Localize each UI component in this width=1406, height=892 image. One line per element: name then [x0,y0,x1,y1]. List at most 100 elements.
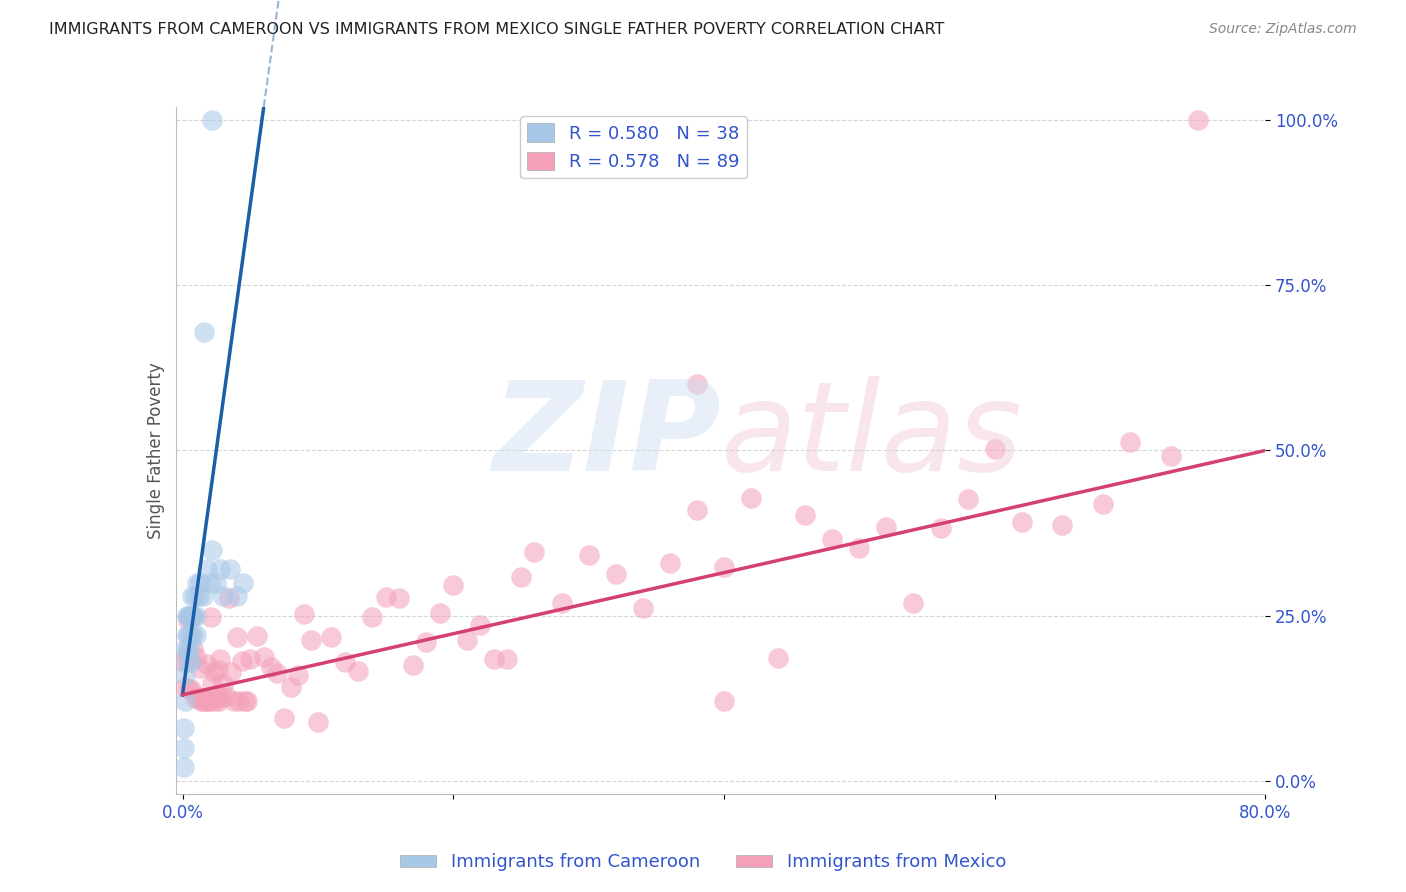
Point [231,654,253,668]
Point [266,666,288,681]
Point [1091,497,1114,511]
Point [482,651,505,665]
Point [183,690,205,705]
Point [184,650,207,665]
Point [190,694,212,708]
Point [181,610,204,624]
Point [246,629,269,643]
Point [233,694,256,708]
Point [259,660,281,674]
Point [177,608,200,623]
Text: IMMIGRANTS FROM CAMEROON VS IMMIGRANTS FROM MEXICO SINGLE FATHER POVERTY CORRELA: IMMIGRANTS FROM CAMEROON VS IMMIGRANTS F… [49,22,945,37]
Point [292,607,315,621]
Point [388,591,411,606]
Point [174,641,197,656]
Point [219,562,242,576]
Point [686,377,709,392]
Point [232,575,254,590]
Point [179,682,201,697]
Point [287,668,309,682]
Text: Source: ZipAtlas.com: Source: ZipAtlas.com [1209,22,1357,37]
Point [194,694,217,708]
Point [307,715,329,730]
Point [273,711,295,725]
Point [333,655,356,669]
Point [347,664,370,678]
Point [191,589,214,603]
Point [183,589,205,603]
Point [222,694,245,708]
Point [174,694,197,708]
Point [193,325,215,339]
Point [209,651,232,665]
Point [631,601,654,615]
Point [193,692,215,706]
Point [201,677,224,691]
Point [180,628,202,642]
Point [186,575,208,590]
Y-axis label: Single Father Poverty: Single Father Poverty [146,362,165,539]
Point [173,721,195,735]
Point [176,648,198,662]
Point [228,694,250,708]
Point [173,655,195,669]
Point [212,589,235,603]
Point [198,694,221,708]
Point [179,608,201,623]
Point [1011,515,1033,529]
Point [225,589,247,603]
Point [187,690,209,704]
Point [181,608,204,623]
Legend: Immigrants from Cameroon, Immigrants from Mexico: Immigrants from Cameroon, Immigrants fro… [392,847,1014,879]
Point [713,694,735,708]
Point [174,668,197,682]
Point [456,632,478,647]
Legend: R = 0.580   N = 38, R = 0.578   N = 89: R = 0.580 N = 38, R = 0.578 N = 89 [520,116,747,178]
Point [219,665,242,679]
Point [374,590,396,604]
Point [179,641,201,656]
Point [215,689,238,703]
Point [1187,113,1209,128]
Point [202,665,225,680]
Point [183,608,205,623]
Point [201,113,224,128]
Point [401,658,423,673]
Point [204,694,226,708]
Point [207,663,229,677]
Point [550,596,572,610]
Point [794,508,817,523]
Point [509,570,531,584]
Point [198,575,221,590]
Point [956,491,979,506]
Point [188,661,211,675]
Point [821,532,844,546]
Point [441,578,464,592]
Point [183,628,205,642]
Point [470,618,492,632]
Point [197,694,219,708]
Point [195,562,218,576]
Point [177,613,200,627]
Point [415,634,437,648]
Point [183,641,205,656]
Point [188,575,211,590]
Point [205,689,228,703]
Point [176,608,198,623]
Point [740,491,762,505]
Point [1119,434,1142,449]
Point [208,694,231,708]
Point [187,589,209,603]
Point [239,652,262,666]
Point [212,677,235,691]
Point [180,655,202,669]
Point [321,630,343,644]
Point [205,575,228,590]
Point [173,760,195,774]
Point [523,545,546,559]
Point [211,690,233,704]
Point [191,694,214,708]
Point [218,591,240,606]
Point [184,628,207,642]
Point [1160,450,1182,464]
